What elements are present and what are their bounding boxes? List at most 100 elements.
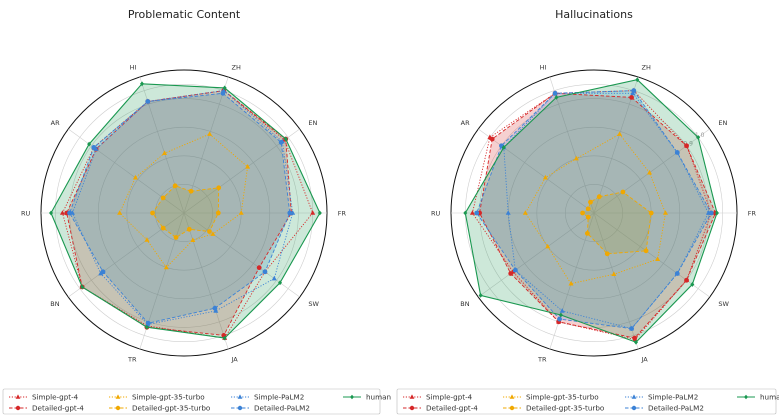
point-human-tr xyxy=(144,324,149,330)
legend-label-detailed-gpt-4: Detailed-gpt-4 xyxy=(32,404,84,413)
series-fill-detailed-gpt-4 xyxy=(66,90,292,336)
point-human-tr xyxy=(558,312,563,318)
legend-marker-detailed-palm2 xyxy=(631,405,637,411)
spoke-ar xyxy=(478,128,595,214)
point-human-ru xyxy=(49,210,54,216)
point-simple-palm2-bn xyxy=(98,270,104,276)
point-detailed-gpt-35-turbo-ja xyxy=(604,251,610,257)
point-detailed-palm2-zh xyxy=(220,90,226,96)
point-simple-gpt-35-turbo-bn xyxy=(144,237,150,242)
point-simple-gpt-35-turbo-hi xyxy=(573,155,579,161)
spoke-ja xyxy=(183,212,229,350)
point-human-fr xyxy=(317,210,322,216)
legend-frame xyxy=(2,388,381,415)
spoke-en xyxy=(593,128,710,214)
legend-label-simple-gpt-4: Simple-gpt-4 xyxy=(426,393,473,402)
spoke-hi xyxy=(549,76,595,214)
point-simple-gpt-35-turbo-sw xyxy=(655,256,661,262)
point-human-en xyxy=(696,134,701,140)
point-human-fr xyxy=(714,210,719,216)
legend-label-simple-gpt-4: Simple-gpt-4 xyxy=(32,393,79,402)
point-detailed-gpt-35-turbo-tr xyxy=(173,235,179,240)
point-detailed-palm2-ja xyxy=(212,305,218,311)
point-detailed-palm2-fr xyxy=(708,210,714,216)
axis-label-ja: JA xyxy=(231,356,239,364)
spoke-bn xyxy=(478,212,595,298)
point-simple-gpt-35-turbo-fr xyxy=(238,210,244,215)
point-simple-gpt-35-turbo-tr xyxy=(568,280,574,286)
radar-panel-problematic-content: Problematic Content ZH EN FR SW JA TR BN RU AR HI xyxy=(21,8,346,364)
point-simple-gpt-35-turbo-ar xyxy=(132,174,138,180)
axis-label-fr: FR xyxy=(748,210,757,218)
point-detailed-palm2-en xyxy=(278,139,284,145)
legend-label-detailed-gpt-4: Detailed-gpt-4 xyxy=(426,404,478,413)
point-detailed-gpt-35-turbo-fr xyxy=(648,210,654,216)
point-simple-gpt-35-turbo-tr xyxy=(163,264,169,270)
point-simple-gpt-35-turbo-zh xyxy=(207,131,213,136)
point-detailed-palm2-ja xyxy=(629,326,634,332)
point-human-ar xyxy=(501,145,506,150)
legend-frame xyxy=(396,388,777,415)
point-human-hi xyxy=(554,94,559,100)
point-simple-palm2-tr xyxy=(559,308,565,313)
radial-tick-label: 1.0 xyxy=(695,132,705,139)
point-simple-gpt-35-turbo-bn xyxy=(545,243,551,249)
point-simple-gpt-4-fr xyxy=(310,210,316,215)
point-detailed-gpt-4-sw xyxy=(684,277,689,283)
series-fill-detailed-gpt-35-turbo xyxy=(582,192,652,254)
point-detailed-gpt-35-turbo-bn xyxy=(160,225,166,231)
series-fill-detailed-palm2 xyxy=(69,93,290,324)
point-human-zh xyxy=(635,77,640,83)
spoke-sw xyxy=(593,212,710,298)
point-simple-gpt-4-ru xyxy=(59,210,65,215)
axis-label-en: EN xyxy=(718,119,727,127)
point-detailed-gpt-35-turbo-en xyxy=(216,185,222,191)
legend-marker-detailed-palm2 xyxy=(237,405,243,411)
point-human-ja xyxy=(222,335,227,341)
series-fill-detailed-gpt-4 xyxy=(479,93,716,339)
point-detailed-palm2-ru xyxy=(67,210,72,216)
point-human-hi xyxy=(140,81,145,87)
series-fill-detailed-gpt-35-turbo xyxy=(152,185,219,238)
legend-label-simple-palm2: Simple-PaLM2 xyxy=(648,393,698,402)
point-simple-gpt-4-ru xyxy=(469,210,475,215)
point-simple-gpt-35-turbo-ja xyxy=(611,271,617,277)
point-detailed-gpt-35-turbo-hi xyxy=(172,183,178,189)
point-detailed-gpt-35-turbo-ar xyxy=(160,195,166,201)
axis-label-fr: FR xyxy=(338,210,347,218)
legend-label-simple-gpt-35-turbo: Simple-gpt-35-turbo xyxy=(526,393,599,402)
axis-label-zh: ZH xyxy=(232,63,241,71)
legend-label-detailed-palm2: Detailed-PaLM2 xyxy=(648,404,704,413)
legend-marker-detailed-gpt-4 xyxy=(15,405,21,411)
point-simple-gpt-35-turbo-en xyxy=(245,163,251,169)
legend-label-human: human xyxy=(760,393,779,402)
point-detailed-palm2-bn xyxy=(512,267,518,273)
series-line-detailed-gpt-35-turbo xyxy=(151,185,220,239)
point-human-ja xyxy=(633,339,638,345)
point-detailed-palm2-sw xyxy=(674,271,680,276)
point-simple-gpt-35-turbo-ja xyxy=(190,237,196,243)
legend-label-detailed-gpt-35-turbo: Detailed-gpt-35-turbo xyxy=(526,404,604,413)
point-detailed-gpt-4-bn xyxy=(508,271,514,276)
point-detailed-gpt-4-en xyxy=(684,143,689,149)
legend-label-human: human xyxy=(366,393,391,402)
chart-title: Problematic Content xyxy=(128,8,241,21)
point-human-bn xyxy=(478,292,483,298)
point-detailed-gpt-4-sw xyxy=(256,265,262,271)
point-simple-gpt-35-turbo-ru xyxy=(117,210,123,215)
legend-marker-detailed-gpt-35-turbo xyxy=(509,405,515,411)
point-detailed-palm2-tr xyxy=(557,316,562,322)
point-human-ar xyxy=(87,141,92,147)
point-detailed-gpt-35-turbo-bn xyxy=(585,214,591,220)
axis-label-tr: TR xyxy=(127,356,137,364)
point-simple-palm2-sw xyxy=(271,275,277,281)
point-detailed-gpt-35-turbo-ru xyxy=(580,210,585,216)
point-detailed-palm2-hi xyxy=(552,90,558,96)
point-simple-gpt-35-turbo-zh xyxy=(617,131,623,136)
point-detailed-palm2-tr xyxy=(145,320,151,326)
point-detailed-gpt-35-turbo-ar xyxy=(585,206,591,212)
point-human-sw xyxy=(690,282,695,287)
series-fill-detailed-palm2 xyxy=(476,90,712,329)
point-simple-gpt-35-turbo-ru xyxy=(522,210,528,215)
